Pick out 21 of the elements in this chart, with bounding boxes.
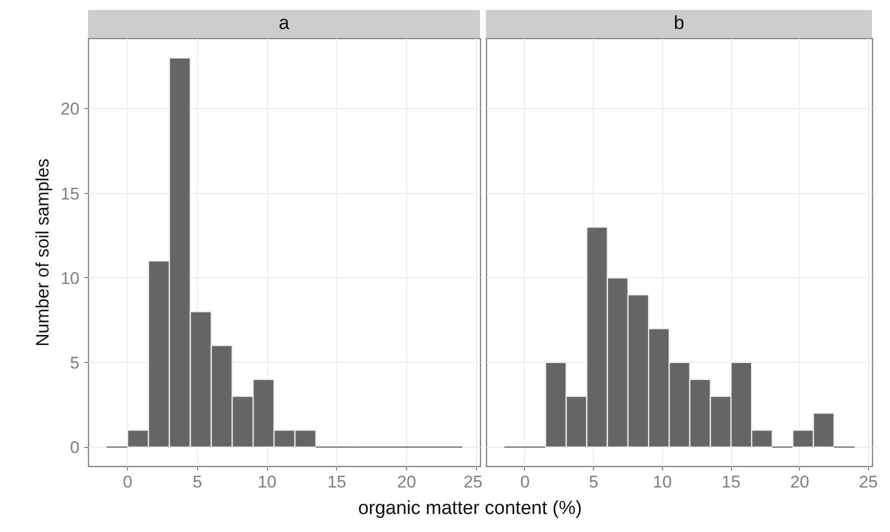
chart-title: b (674, 12, 684, 36)
y-tick-label: 0 (70, 438, 80, 458)
x-tick-label: 10 (258, 472, 277, 492)
chart-title: a (278, 12, 290, 36)
x-tick-label: 0 (122, 472, 132, 492)
x-tick-label: 5 (588, 472, 598, 492)
y-axis-title: Number of soil samples (32, 158, 53, 347)
x-tick-label: 25 (858, 472, 878, 492)
y-tick-label: 5 (70, 353, 80, 372)
x-tick-label: 25 (464, 472, 483, 492)
x-tick-label: 20 (790, 472, 810, 492)
x-tick-label: 20 (397, 472, 416, 492)
x-tick-label: 5 (192, 472, 202, 492)
x-tick-label: 10 (652, 472, 672, 492)
x-tick-label: 15 (722, 472, 740, 492)
y-tick-label: 20 (60, 100, 80, 119)
x-tick-label: 0 (520, 472, 530, 492)
x-axis-title: organic matter content (%) (358, 497, 582, 521)
x-tick-label: 15 (327, 472, 346, 492)
y-tick-label: 15 (60, 184, 80, 204)
y-tick-label: 10 (60, 268, 80, 288)
